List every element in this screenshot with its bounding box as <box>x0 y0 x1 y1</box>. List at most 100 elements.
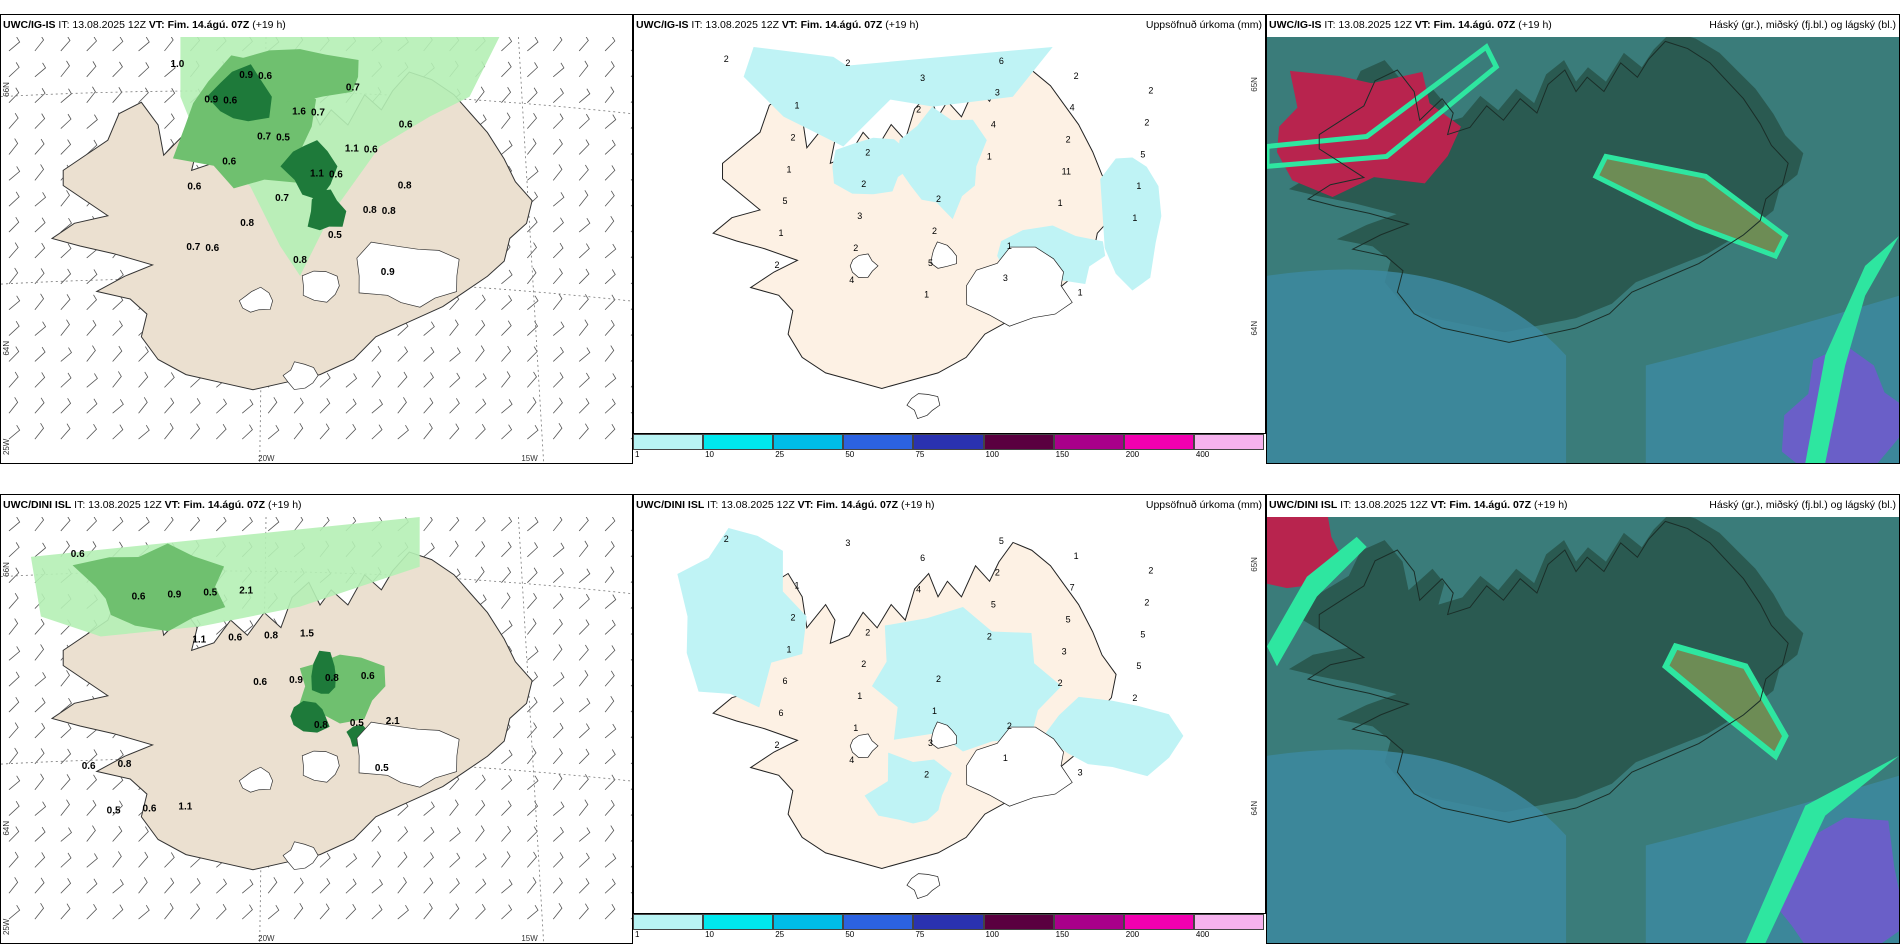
panel-top-left: UWC/IG-IS IT: 13.08.2025 12Z VT: Fim. 14… <box>0 14 633 464</box>
precip-value-label: 0.7 <box>346 83 360 94</box>
precip-value-label: 2 <box>1066 134 1071 144</box>
precip-value-label: 2 <box>987 631 992 641</box>
precip-value-label: 2 <box>865 147 870 157</box>
precip-value-label: 4 <box>1070 103 1075 113</box>
precip-value-label: 4 <box>849 755 854 765</box>
precip-value-label: 5 <box>928 258 933 268</box>
lat-label: 65N <box>1250 77 1259 92</box>
colorbar-bottom: 1 10 25 50 75 100 150 200 400 <box>633 914 1264 940</box>
precip-value-label: 1 <box>1003 753 1008 763</box>
precip-value-label: 4 <box>991 120 996 130</box>
precip-value-label: 0.5 <box>203 588 217 599</box>
colorbar-tick-label: 50 <box>845 450 855 459</box>
precip-value-label: 2 <box>995 568 1000 578</box>
model-name: UWC/IG-IS <box>1269 19 1322 31</box>
precip-value-label: 11 <box>1062 166 1071 176</box>
precip-value-label: 5 <box>783 196 788 206</box>
precip-value-label: 1 <box>794 101 799 111</box>
precip-value-label: 0.9 <box>204 95 218 106</box>
precip-value-label: 0.7 <box>186 242 200 253</box>
precip-value-label: 3 <box>1003 273 1008 283</box>
precip-value-label: 0.8 <box>314 720 328 731</box>
lon-label: 20W <box>258 454 275 463</box>
precip-shading <box>743 46 1162 291</box>
precip-value-label: 2.1 <box>239 586 253 597</box>
valid-time: VT: Fim. 14.ágú. 07Z <box>781 19 883 31</box>
lat-label: 65N <box>1250 557 1259 572</box>
precip-value-label: 6 <box>920 553 925 563</box>
colorbar-tick-label: 150 <box>1055 930 1070 939</box>
precip-value-label: 2 <box>1058 678 1063 688</box>
precip-value-label: 0.6 <box>143 804 157 815</box>
precip-value-label: 0.8 <box>240 218 254 229</box>
lon-label: 15W <box>521 934 538 943</box>
valid-time: VT: Fim. 14.ágú. 07Z <box>148 19 250 31</box>
precip-value-label: 0.6 <box>223 96 237 107</box>
precip-value-label: 2 <box>775 740 780 750</box>
colorbar-swatch <box>843 914 914 930</box>
init-time: IT: 13.08.2025 12Z <box>707 499 795 511</box>
init-time: IT: 13.08.2025 12Z <box>74 499 162 511</box>
precip-value-label: 1 <box>987 151 992 161</box>
panel-header: UWC/DINI ISL IT: 13.08.2025 12Z VT: Fim.… <box>634 495 1265 517</box>
lead-time: (+19 h) <box>885 19 919 31</box>
init-time: IT: 13.08.2025 12Z <box>1340 499 1428 511</box>
map-svg: 21222322211121135756122556465322342265N6… <box>634 517 1265 913</box>
precip-value-label: 0.9 <box>167 590 181 601</box>
valid-time: VT: Fim. 14.ágú. 07Z <box>797 499 899 511</box>
precip-value-label: 1 <box>787 644 792 654</box>
valid-time: VT: Fim. 14.ágú. 07Z <box>164 499 266 511</box>
precip-value-label: 0.6 <box>71 549 85 560</box>
precip-value-label: 1 <box>932 706 937 716</box>
colorbar-tick-label: 150 <box>1055 450 1070 459</box>
axis-labels: 65N 64N <box>1250 77 1259 336</box>
colorbar-swatch <box>703 434 774 450</box>
precip-value-label: 1.0 <box>170 59 184 70</box>
precip-value-label: 0.8 <box>363 205 377 216</box>
precip-value-label: 6 <box>783 676 788 686</box>
panel-header: UWC/IG-IS IT: 13.08.2025 12Z VT: Fim. 14… <box>1 15 632 37</box>
precip-value-label: 4 <box>916 585 921 595</box>
glaciers <box>238 241 460 390</box>
colorbar-swatch <box>843 434 914 450</box>
lon-label: 20W <box>258 934 275 943</box>
precip-value-label: 0.6 <box>222 156 236 167</box>
precip-value-label: 2 <box>1144 598 1149 608</box>
precip-value-label: 0.8 <box>293 255 307 266</box>
colorbar-tick-label: 1 <box>635 450 640 459</box>
panel-header: UWC/DINI ISL IT: 13.08.2025 12Z VT: Fim.… <box>1267 495 1899 517</box>
valid-time: VT: Fim. 14.ágú. 07Z <box>1414 19 1516 31</box>
colorbar-tick-label: 400 <box>1195 450 1210 459</box>
precip-value-label: 1.5 <box>300 628 314 639</box>
precip-value-label: 1 <box>853 723 858 733</box>
colorbar-swatch <box>913 914 984 930</box>
colorbar-tick-label: 75 <box>915 450 925 459</box>
precip-value-label: 2 <box>936 194 941 204</box>
colorbar-tick-label: 100 <box>985 930 999 939</box>
precip-value-label: 2 <box>724 54 729 64</box>
colorbar-swatch <box>1053 914 1124 930</box>
axis-labels: 20W 15W 66N 64N 25W <box>2 562 538 943</box>
precip-value-label: 0.5 <box>350 718 364 729</box>
lead-time: (+19 h) <box>1533 499 1568 511</box>
colorbar-tick-label: 25 <box>775 930 785 939</box>
precip-value-label: 2 <box>932 226 937 236</box>
precip-value-label: 0.6 <box>329 169 343 180</box>
panel-header: UWC/DINI ISL IT: 13.08.2025 12Z VT: Fim.… <box>1 495 632 517</box>
precip-value-label: 0.6 <box>187 181 201 192</box>
precip-shading <box>677 528 1184 824</box>
precip-value-label: 2 <box>861 179 866 189</box>
precip-value-label: 2 <box>1007 721 1012 731</box>
colorbar-swatch <box>1123 434 1194 450</box>
precip-value-label: 1 <box>1007 241 1012 251</box>
precip-wind-map: 0.6 0.6 1.1 0.6 0.8 0.5 0.5 0.9 0.6 0.9 0.5 0.6 0.6 0… <box>1 517 632 943</box>
lead-time: (+19 h) <box>267 499 302 511</box>
glaciers <box>849 721 1073 900</box>
precip-value-label: 3 <box>1062 646 1067 656</box>
model-name: UWC/DINI ISL <box>636 499 705 511</box>
precip-values: 2 1 2 2 2 3 2 2 2 1 1 1 2 1 1 3 5 7 5 6 1 2 2 5 5 6 4 6 5 3 2 2 3 4 2 2 <box>724 534 1154 780</box>
precip-value-label: 1.1 <box>310 168 324 179</box>
precip-value-label: 2 <box>853 243 858 253</box>
precip-value-label: 3 <box>845 538 850 548</box>
precip-value-label: 0.6 <box>205 243 219 254</box>
